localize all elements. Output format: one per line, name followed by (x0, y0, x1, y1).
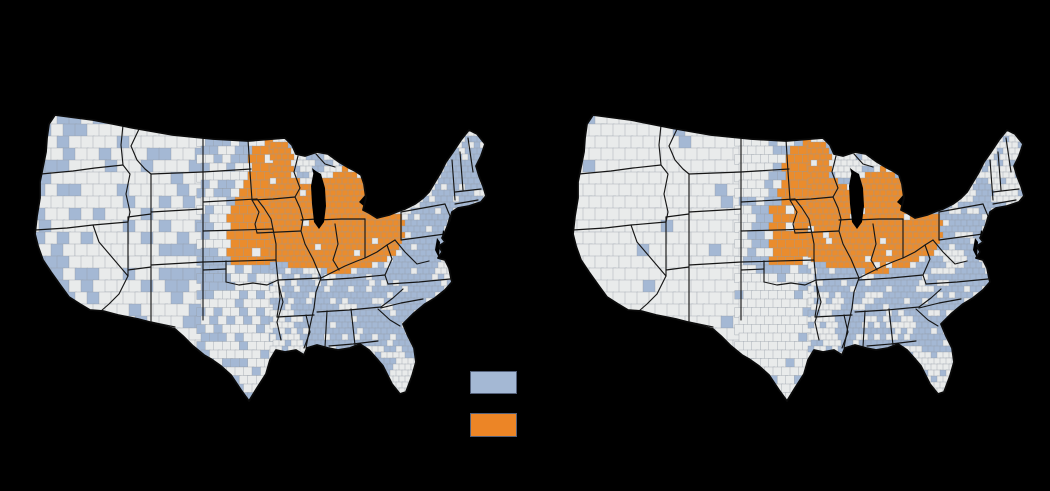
county-layer-left-map (35, 115, 486, 401)
legend-swatch-blue (470, 371, 517, 394)
us-outline (34, 114, 487, 402)
lake-michigan (849, 170, 864, 229)
state-borders (573, 124, 1020, 349)
chesapeake-bay (435, 238, 440, 258)
us-county-map-left (34, 114, 487, 402)
green-bay (850, 168, 857, 184)
us-county-map-right (572, 114, 1025, 402)
state-borders (35, 124, 482, 349)
us-outline (572, 114, 1025, 402)
county-layer-right-map (573, 115, 1024, 401)
chesapeake-bay (973, 238, 978, 258)
green-bay (312, 168, 319, 184)
lake-michigan (311, 170, 326, 229)
legend-swatch-orange (470, 413, 517, 437)
